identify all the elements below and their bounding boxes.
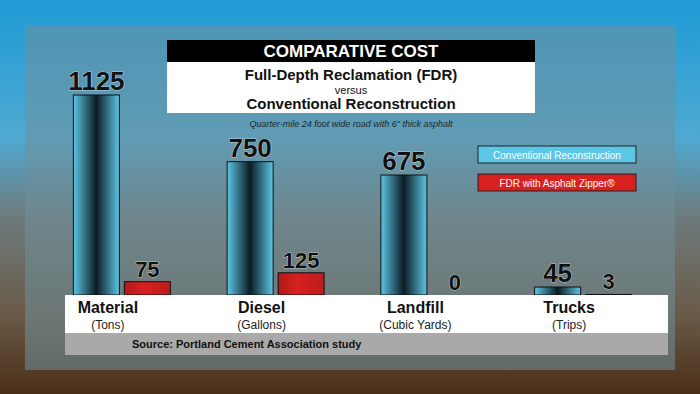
x-axis: Material Diesel Landfill Trucks bbox=[32, 299, 647, 316]
chart: 1125 750 675 45 75 125 0 3 Material Diesel Landfil… bbox=[0, 0, 700, 394]
category-label: Material bbox=[78, 299, 138, 316]
subtitle: Conventional Reconstruction bbox=[246, 95, 455, 112]
panel bbox=[25, 25, 675, 370]
bar bbox=[381, 175, 427, 295]
subtitle-box bbox=[167, 62, 535, 113]
data-label: 125 bbox=[283, 248, 320, 273]
data-label: 75 bbox=[135, 257, 159, 282]
tick: Landfill bbox=[387, 299, 444, 316]
note: Quarter-mile 24 foot wide road with 6" t… bbox=[249, 119, 453, 129]
category-label: Diesel bbox=[238, 299, 285, 316]
data-label: 0 bbox=[449, 270, 461, 295]
title-box bbox=[167, 40, 535, 62]
bar bbox=[227, 162, 273, 295]
bar bbox=[278, 273, 324, 295]
label-strip bbox=[65, 295, 668, 333]
data-label: 45 bbox=[543, 258, 572, 288]
tick: Diesel bbox=[238, 299, 285, 316]
bars bbox=[73, 95, 631, 295]
legend-swatch bbox=[478, 146, 636, 163]
bar bbox=[124, 282, 170, 295]
legend: Conventional Reconstruction FDR with Asph… bbox=[478, 146, 636, 191]
category-unit: (Trips) bbox=[552, 318, 586, 332]
data-label: 750 bbox=[228, 133, 271, 163]
category-units: (Tons) (Gallons) (Cubic Yards) (Trips) bbox=[91, 318, 586, 332]
subtitle: Full-Depth Reclamation (FDR) bbox=[245, 66, 458, 83]
data-label: 1125 bbox=[68, 66, 124, 96]
source-strip bbox=[65, 333, 668, 355]
category-unit: (Cubic Yards) bbox=[379, 318, 451, 332]
data-label: 675 bbox=[382, 146, 425, 176]
legend-label: FDR with Asphalt Zipper® bbox=[499, 178, 615, 189]
background bbox=[0, 0, 700, 394]
data-label: 3 bbox=[603, 269, 615, 294]
category-label: Landfill bbox=[387, 299, 444, 316]
legend-swatch bbox=[478, 174, 636, 191]
category-unit: (Tons) bbox=[91, 318, 124, 332]
title: COMPARATIVE COST bbox=[263, 42, 439, 61]
category-unit: (Gallons) bbox=[237, 318, 286, 332]
bar bbox=[535, 287, 581, 295]
tick: Material bbox=[78, 299, 138, 316]
bar bbox=[73, 95, 119, 295]
legend-label: Conventional Reconstruction bbox=[493, 150, 621, 161]
category-label: Trucks bbox=[543, 299, 595, 316]
source: Source: Portland Cement Association stud… bbox=[132, 338, 362, 350]
tick: Trucks bbox=[543, 299, 595, 316]
